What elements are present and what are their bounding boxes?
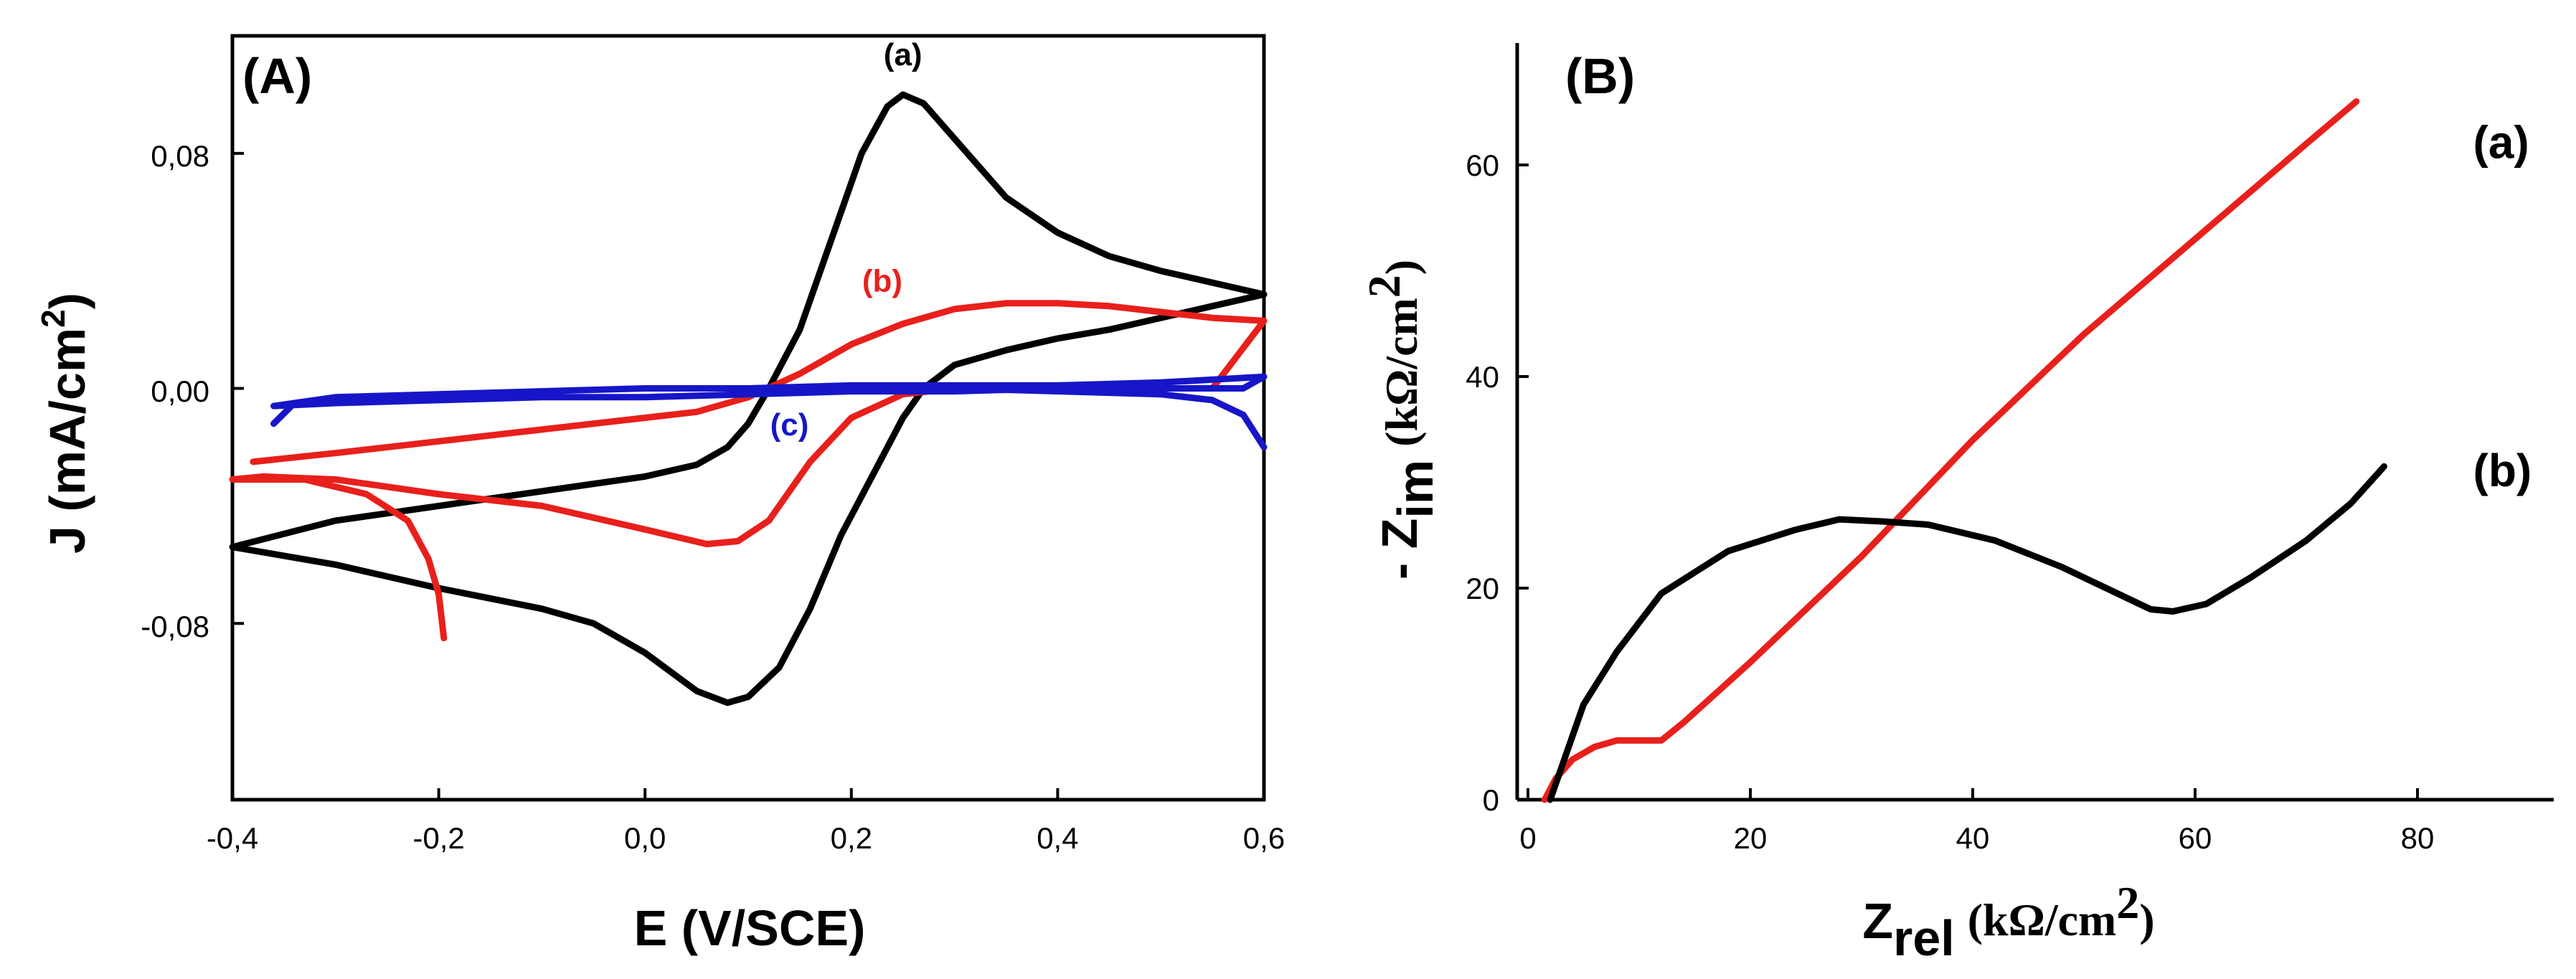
nyquist-x-tick-label-2: 40 (1956, 821, 1990, 855)
cv-series-line-b (229, 300, 1268, 642)
cv-ticks (231, 151, 1265, 800)
cv-y-tick-label-1: 0,00 (151, 374, 209, 408)
cv-plot-frame (230, 34, 1266, 802)
nyquist-y-tick-label-2: 40 (1466, 360, 1499, 394)
cv-y-axis-title-close: ) (39, 293, 95, 309)
cv-series-label-c: (c) (770, 407, 809, 443)
cv-series-label-b: (b) (862, 263, 902, 298)
nyquist-x-tick-label-0: 0 (1519, 821, 1536, 855)
nyquist-y-axis-title-main: - Z (1372, 519, 1428, 580)
nyquist-y-axis-title-unit: (kΩ/cm (1376, 298, 1427, 447)
nyquist-x-axis-title-close: ) (2139, 894, 2154, 945)
nyquist-series (1541, 98, 2387, 803)
cv-series-line-c (270, 373, 1268, 450)
nyquist-y-axis-title-sub: im (1387, 460, 1443, 519)
nyquist-y-axis-title-close: ) (1376, 260, 1427, 275)
nyquist-x-axis-title: Zrel (kΩ/cm2) (1862, 877, 2154, 966)
cv-y-tick-label-2: -0,08 (141, 610, 209, 643)
cv-x-axis-title: E (V/SCE) (634, 900, 866, 956)
cv-x-tick-label-1: -0,2 (412, 821, 464, 855)
nyquist-series-line-a (1541, 98, 2360, 803)
nyquist-series-line-b (1547, 463, 2387, 803)
cv-panel-label: (A) (242, 48, 312, 104)
nyquist-series-label-b: (b) (2473, 445, 2532, 496)
nyquist-series-label-a: (a) (2473, 117, 2529, 169)
nyquist-y-tick-label-0: 0 (1483, 783, 1499, 817)
cv-x-tick-label-5: 0,6 (1243, 821, 1285, 855)
nyquist-panel-label: (B) (1565, 48, 1635, 104)
cv-x-tick-label-0: -0,4 (207, 821, 258, 855)
cv-x-tick-label-4: 0,4 (1037, 821, 1078, 855)
cv-panel: (A) -0,4 -0,2 0,0 0,2 0,4 0,6 0,08 0,00 … (34, 34, 1285, 956)
nyquist-ticks (1517, 164, 2419, 801)
cv-y-tick-label-0: 0,08 (151, 139, 209, 173)
nyquist-x-tick-label-3: 60 (2179, 821, 2212, 855)
nyquist-x-axis-title-sub: rel (1893, 910, 1955, 966)
nyquist-y-tick-label-1: 20 (1466, 572, 1499, 605)
nyquist-y-axis-title: - Zim (kΩ/cm2) (1359, 260, 1443, 580)
nyquist-y-tick-label-3: 60 (1466, 148, 1499, 182)
nyquist-x-tick-label-1: 20 (1734, 821, 1768, 855)
cv-y-axis-title-sup: 2 (34, 309, 72, 328)
cv-y-axis-title-main: J (mA/cm (39, 328, 95, 554)
nyquist-x-axis-title-main: Z (1862, 893, 1893, 949)
cv-series-label-a: (a) (884, 37, 923, 72)
cv-series-line-a (229, 91, 1268, 706)
cv-series (229, 91, 1268, 706)
nyquist-x-tick-label-4: 80 (2401, 821, 2435, 855)
nyquist-x-axis-title-sup: 2 (2116, 877, 2139, 928)
nyquist-x-axis-title-unit: (kΩ/cm (1968, 894, 2117, 945)
cv-x-tick-label-2: 0,0 (624, 821, 666, 855)
nyquist-panel: (B) 0 20 40 60 80 0 20 40 60 Zrel (kΩ/cm2… (1359, 43, 2554, 966)
cv-y-axis-title: J (mA/cm2) (34, 293, 95, 554)
cv-x-tick-label-3: 0,2 (831, 821, 872, 855)
nyquist-y-axis-title-sup: 2 (1359, 275, 1410, 298)
